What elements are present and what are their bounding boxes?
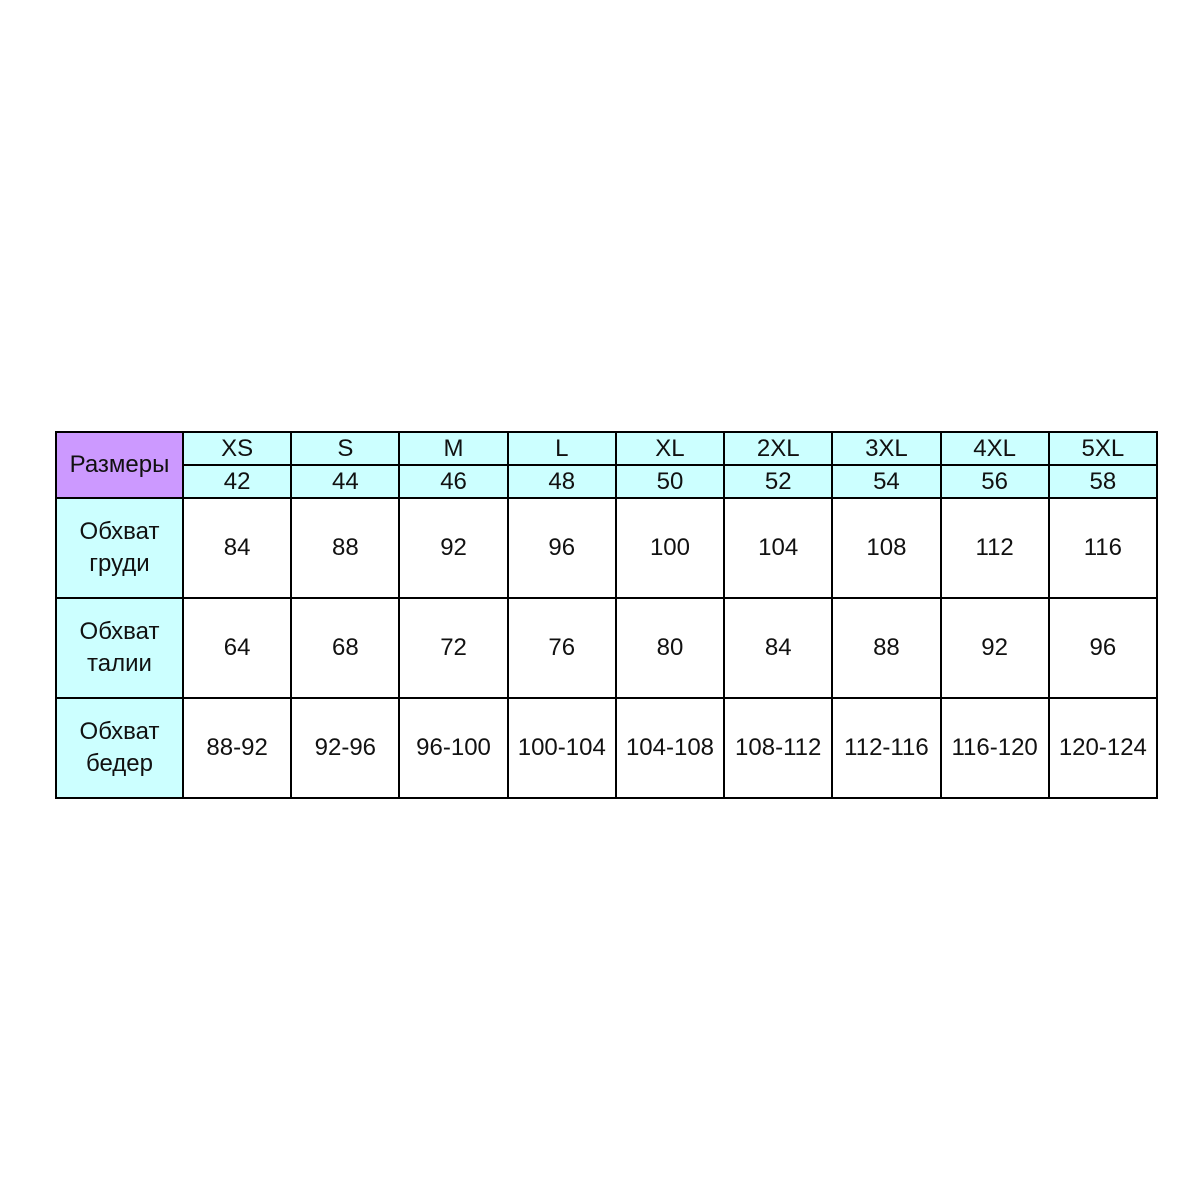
- ru-size-header: 46: [398, 464, 509, 499]
- table-cell: 64: [181, 597, 293, 699]
- row-label-line1: Обхват: [79, 718, 160, 745]
- ru-size-header: 48: [506, 464, 617, 499]
- row-label-line2: талии: [87, 650, 152, 677]
- table-cell: 116: [1047, 497, 1159, 599]
- table-cell: 92: [398, 497, 509, 599]
- corner-label: Размеры: [55, 431, 184, 499]
- size-header: 2XL: [723, 431, 834, 466]
- size-header: XL: [614, 431, 726, 466]
- table-cell: 120-124: [1047, 697, 1159, 799]
- table-cell: 108-112: [723, 697, 834, 799]
- ru-size-header: 52: [723, 464, 834, 499]
- table-cell: 92-96: [290, 697, 401, 799]
- table-cell: 104: [723, 497, 834, 599]
- ru-size-header: 42: [181, 464, 293, 499]
- table-cell: 68: [290, 597, 401, 699]
- table-row: Обхват бедер 88-92 92-96 96-100 100-104 104-10…: [55, 697, 1159, 799]
- ru-size-header: 56: [939, 464, 1050, 499]
- table-cell: 112-116: [831, 697, 942, 799]
- table-cell: 88-92: [181, 697, 293, 799]
- ru-size-header: 58: [1047, 464, 1159, 499]
- size-header: S: [290, 431, 401, 466]
- ru-size-header: 44: [290, 464, 401, 499]
- table-cell: 88: [290, 497, 401, 599]
- row-label: Обхват груди: [55, 497, 184, 599]
- ru-size-header: 50: [614, 464, 726, 499]
- header-row-sizes: Размеры XS S M L XL 2XL 3XL 4XL 5XL: [55, 431, 1159, 499]
- row-label-line2: бедер: [86, 750, 153, 777]
- table-cell: 96: [506, 497, 617, 599]
- table-row: Обхват груди 84 88 92 96 100 104 108 112 116: [55, 497, 1159, 599]
- table-cell: 116-120: [939, 697, 1050, 799]
- row-label-line2: груди: [89, 550, 150, 577]
- table-cell: 104-108: [614, 697, 726, 799]
- table-cell: 84: [723, 597, 834, 699]
- ru-size-header: 54: [831, 464, 942, 499]
- table-row: Обхват талии 64 68 72 76 80 84 88 92 96: [55, 597, 1159, 699]
- size-header: M: [398, 431, 509, 466]
- table-cell: 100: [614, 497, 726, 599]
- size-header: L: [506, 431, 617, 466]
- size-header: 5XL: [1047, 431, 1159, 466]
- size-header: 3XL: [831, 431, 942, 466]
- size-header: 4XL: [939, 431, 1050, 466]
- table-cell: 80: [614, 597, 726, 699]
- size-chart-table: Размеры XS S M L XL 2XL 3XL 4XL 5XL 42 44 46 48 50 52 54…: [55, 431, 1159, 799]
- table-cell: 96-100: [398, 697, 509, 799]
- table-cell: 72: [398, 597, 509, 699]
- table-cell: 108: [831, 497, 942, 599]
- table-cell: 100-104: [506, 697, 617, 799]
- table-cell: 76: [506, 597, 617, 699]
- header-row-ru-sizes: 42 44 46 48 50 52 54 56 58: [56, 464, 1159, 499]
- row-label-line1: Обхват: [79, 518, 160, 545]
- row-label: Обхват бедер: [55, 697, 184, 799]
- table-cell: 88: [831, 597, 942, 699]
- table-cell: 92: [939, 597, 1050, 699]
- table-cell: 84: [181, 497, 293, 599]
- row-label-line1: Обхват: [79, 618, 160, 645]
- table-cell: 96: [1047, 597, 1159, 699]
- table-cell: 112: [939, 497, 1050, 599]
- size-header: XS: [181, 431, 293, 466]
- row-label: Обхват талии: [55, 597, 184, 699]
